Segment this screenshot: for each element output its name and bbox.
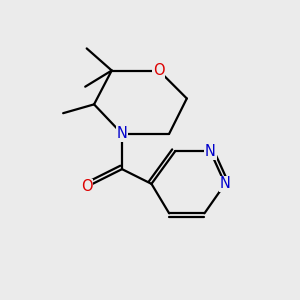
Text: N: N bbox=[220, 176, 230, 191]
Text: N: N bbox=[205, 144, 216, 159]
Text: O: O bbox=[153, 63, 165, 78]
Text: O: O bbox=[81, 179, 92, 194]
Text: N: N bbox=[117, 126, 128, 141]
